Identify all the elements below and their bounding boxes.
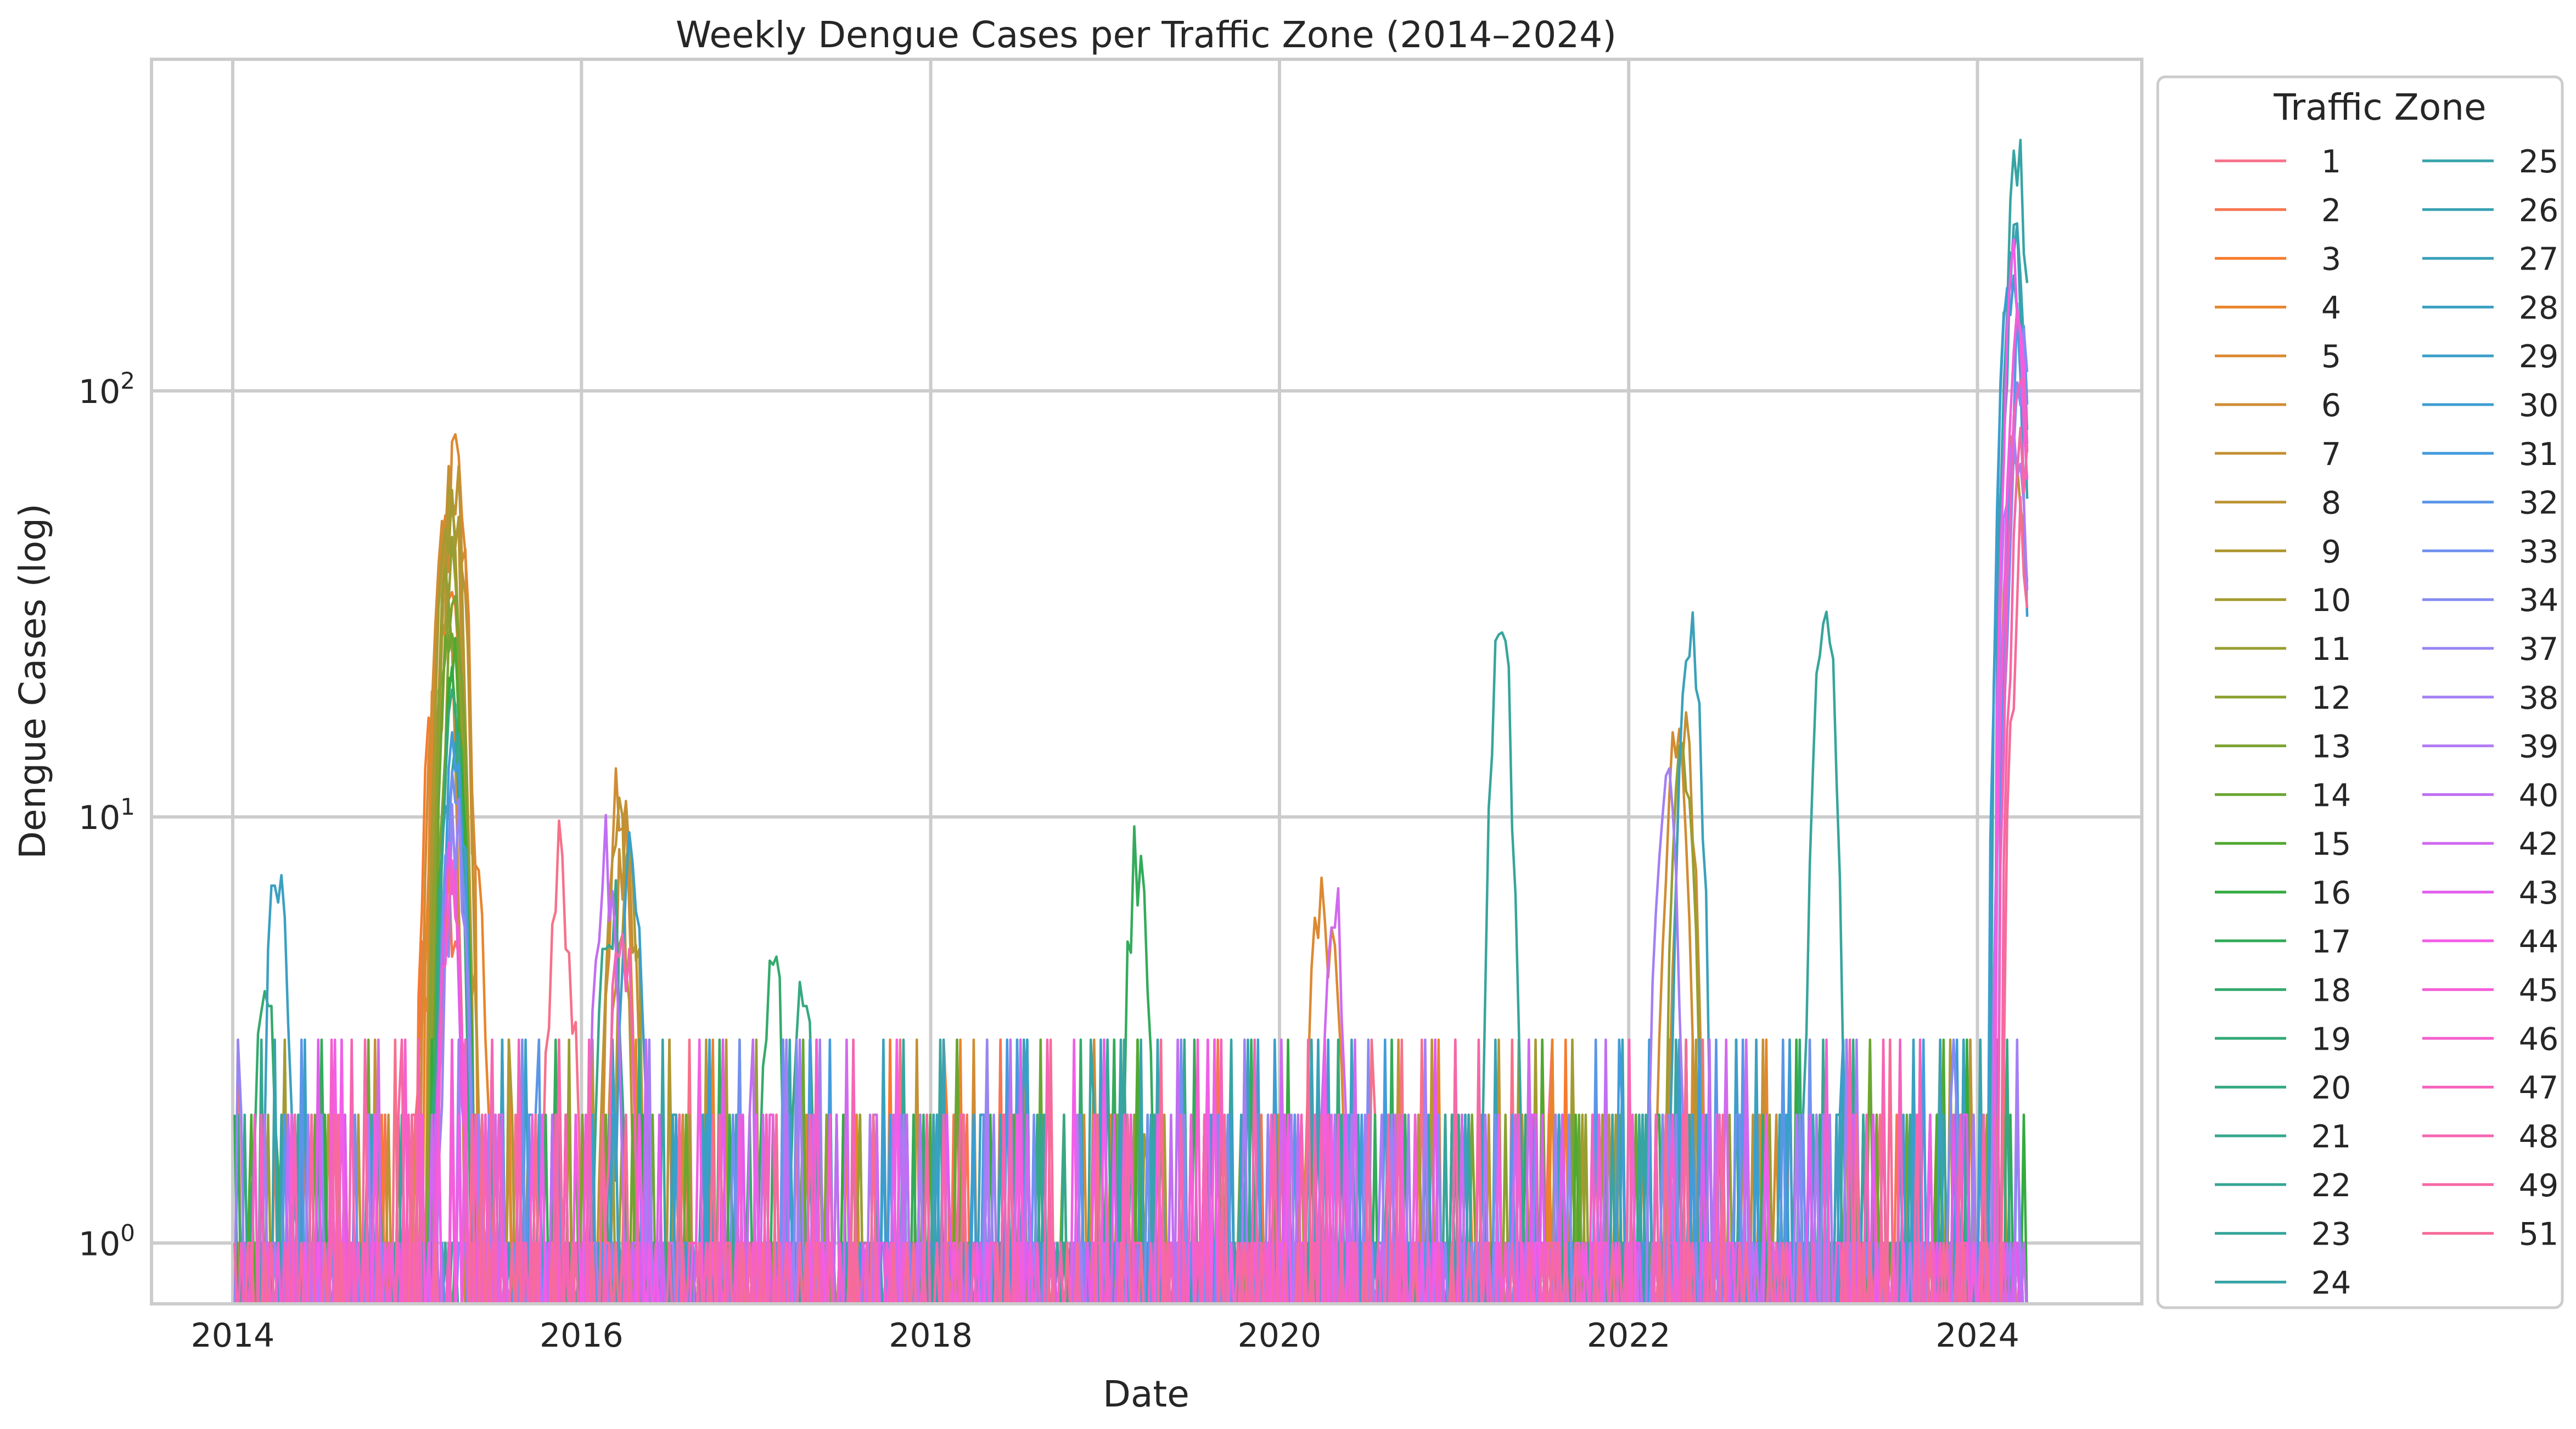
y-axis-label: Dengue Cases (log)	[12, 503, 54, 859]
legend-label: 26	[2519, 193, 2559, 229]
legend-label: 27	[2519, 242, 2559, 278]
legend-label: 31	[2519, 436, 2559, 473]
legend-label: 51	[2519, 1217, 2559, 1253]
chart-title: Weekly Dengue Cases per Traffic Zone (20…	[676, 14, 1617, 56]
y-tick-exponent: 0	[120, 1219, 135, 1246]
legend-label: 34	[2519, 582, 2559, 619]
legend-label: 48	[2519, 1119, 2559, 1155]
legend-label: 37	[2519, 631, 2559, 668]
legend-label: 11	[2311, 631, 2351, 668]
y-tick-base: 10	[78, 1225, 120, 1263]
legend-label: 2	[2321, 193, 2341, 229]
legend-label: 9	[2321, 534, 2341, 570]
y-tick-exponent: 1	[120, 793, 135, 820]
series-line-zone-17	[233, 825, 2015, 1304]
legend-box	[2156, 75, 2564, 1309]
legend-label: 16	[2311, 875, 2351, 911]
legend-label: 46	[2519, 1021, 2559, 1057]
legend-label: 17	[2311, 924, 2351, 960]
legend-label: 22	[2311, 1168, 2351, 1204]
legend-label: 32	[2519, 485, 2559, 522]
y-tick-label: 102	[78, 367, 135, 411]
legend-label: 7	[2321, 436, 2341, 473]
y-tick-label: 100	[78, 1219, 135, 1263]
x-tick-label: 2018	[889, 1316, 973, 1355]
legend-label: 33	[2519, 534, 2559, 570]
x-tick-labels: 2014 2016 2018 2020 2022 2024	[191, 1316, 2019, 1355]
x-tick-label: 2024	[1935, 1316, 2019, 1355]
legend-label: 42	[2519, 826, 2559, 862]
y-tick-exponent: 2	[120, 367, 135, 394]
plot-frame	[150, 58, 2143, 1305]
legend-label: 6	[2321, 388, 2341, 424]
legend-label: 49	[2519, 1168, 2559, 1204]
legend-label: 23	[2311, 1217, 2351, 1253]
legend-label: 21	[2311, 1119, 2351, 1155]
series-line-zone-51	[244, 496, 2029, 1304]
legend-title: Traffic Zone	[2273, 86, 2486, 128]
legend-label: 45	[2519, 973, 2559, 1009]
legend-label: 20	[2311, 1070, 2351, 1106]
legend-label: 28	[2519, 290, 2559, 326]
legend-label: 3	[2321, 242, 2341, 278]
legend-label: 15	[2311, 826, 2351, 862]
legend-label: 8	[2321, 485, 2341, 522]
x-tick-label: 2020	[1238, 1316, 1322, 1355]
legend-label: 5	[2321, 339, 2341, 375]
x-tick-label: 2016	[540, 1316, 624, 1355]
legend-label: 40	[2519, 777, 2559, 814]
legend-label: 18	[2311, 973, 2351, 1009]
legend-label: 13	[2311, 729, 2351, 765]
x-tick-label: 2014	[191, 1316, 275, 1355]
legend-label: 10	[2311, 582, 2351, 619]
legend-label: 44	[2519, 924, 2559, 960]
y-tick-base: 10	[78, 799, 120, 837]
legend-label: 39	[2519, 729, 2559, 765]
legend-label: 47	[2519, 1070, 2559, 1106]
legend-label: 29	[2519, 339, 2559, 375]
legend: Traffic Zone 123456789101112131415161718…	[2156, 75, 2564, 1309]
series-lines	[233, 138, 2029, 1304]
legend-label: 19	[2311, 1021, 2351, 1057]
legend-label: 25	[2519, 144, 2559, 180]
legend-label: 30	[2519, 388, 2559, 424]
x-axis-label: Date	[1103, 1373, 1189, 1415]
x-tick-label: 2022	[1587, 1316, 1671, 1355]
series-line-zone-46	[250, 859, 2008, 1304]
legend-label: 24	[2311, 1265, 2351, 1301]
legend-label: 43	[2519, 875, 2559, 911]
legend-label: 14	[2311, 777, 2351, 814]
legend-label: 38	[2519, 680, 2559, 716]
legend-label: 1	[2321, 144, 2341, 180]
y-tick-label: 101	[78, 793, 135, 837]
y-tick-base: 10	[78, 373, 120, 411]
legend-label: 12	[2311, 680, 2351, 716]
legend-label: 4	[2321, 290, 2341, 326]
